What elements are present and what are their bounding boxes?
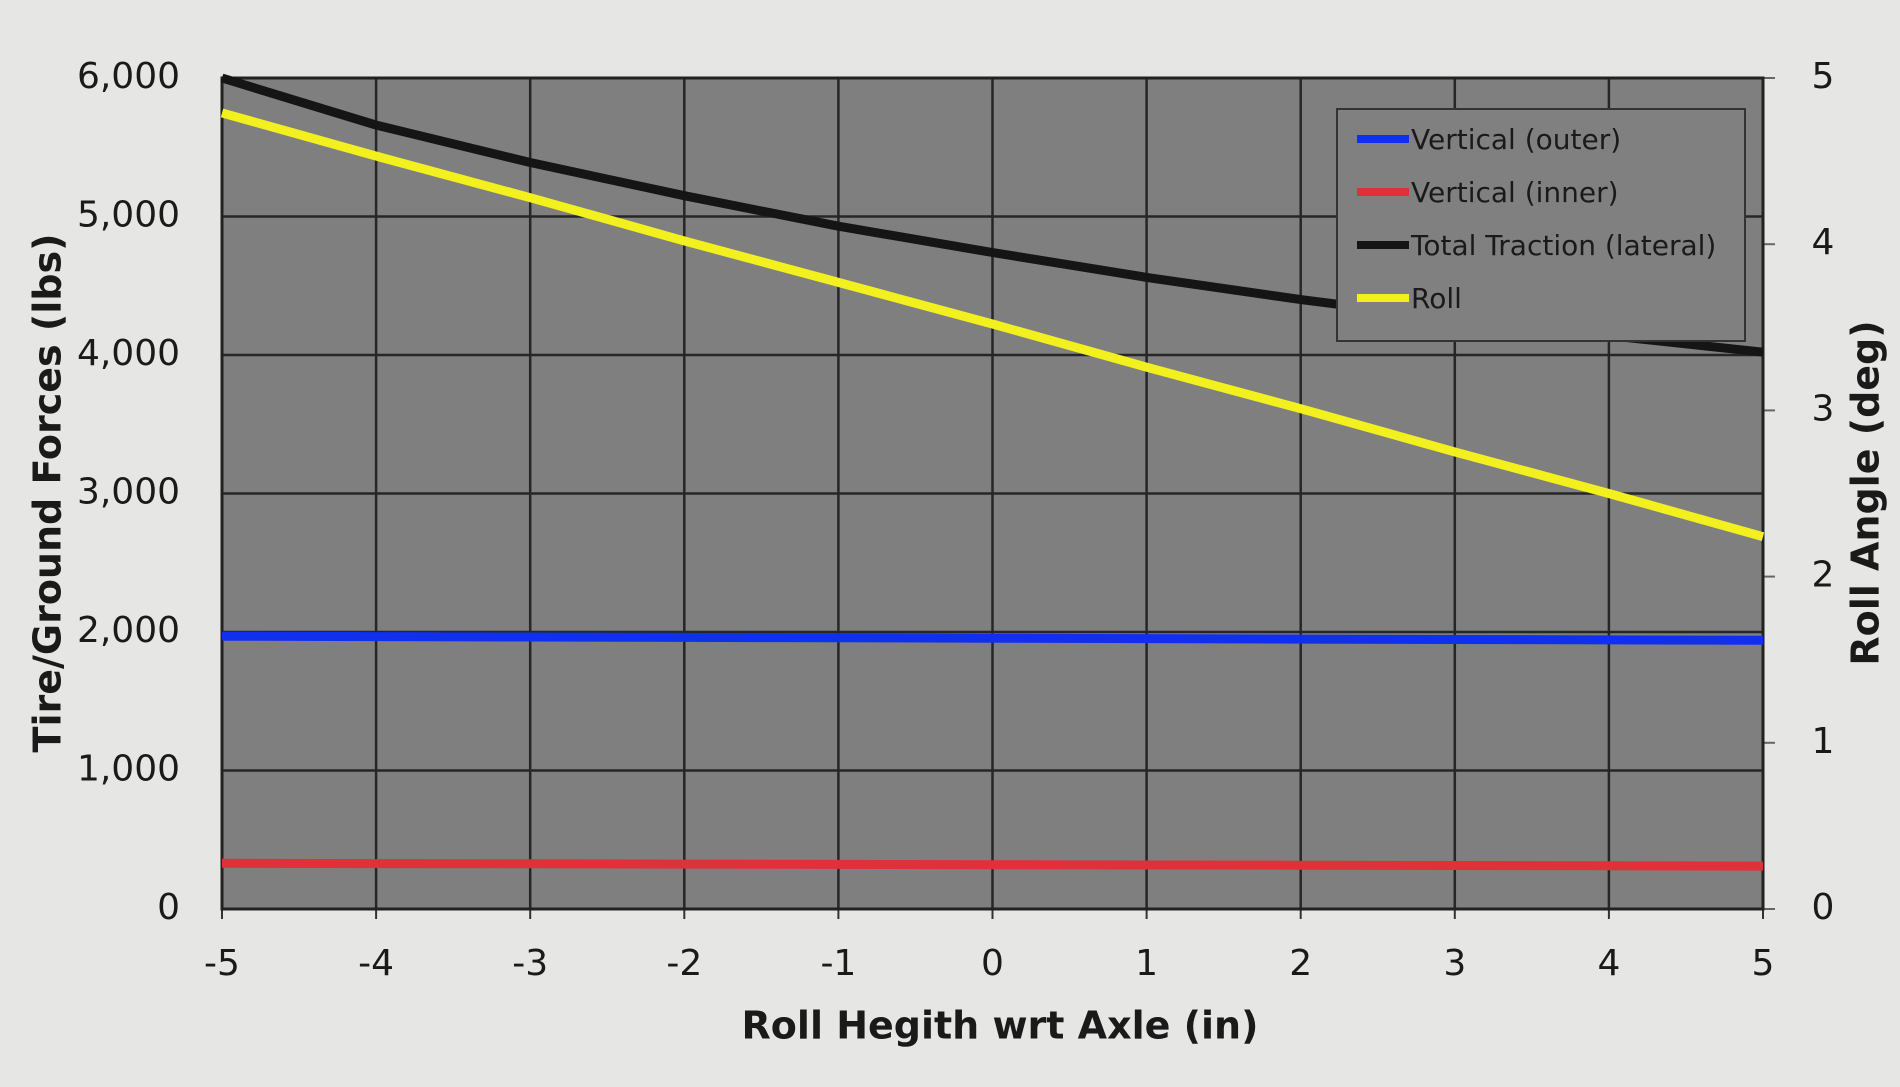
y2-tick-label: 0 — [1812, 887, 1835, 928]
x-tick-label: 2 — [1289, 943, 1312, 984]
x-tick-label: 3 — [1443, 943, 1466, 984]
y-tick-label: 4,000 — [77, 333, 180, 374]
y2-tick-label: 5 — [1812, 56, 1835, 97]
series-line — [221, 631, 1764, 645]
y2-tick-label: 4 — [1812, 222, 1835, 263]
x-tick-label: 4 — [1597, 943, 1620, 984]
series-line — [221, 858, 1764, 871]
y-tick-label: 6,000 — [77, 56, 180, 97]
y2-tick-label: 2 — [1812, 555, 1835, 596]
x-tick-label: -4 — [358, 943, 394, 984]
x-tick-label: -3 — [512, 943, 548, 984]
x-tick-label: 5 — [1752, 943, 1775, 984]
y-tick-label: 2,000 — [77, 610, 180, 651]
x-tick-label: 0 — [981, 943, 1004, 984]
y-tick-label: 3,000 — [77, 472, 180, 513]
legend-label: Vertical (outer) — [1411, 123, 1621, 156]
x-tick-label: -2 — [666, 943, 702, 984]
legend-label: Total Traction (lateral) — [1410, 229, 1716, 262]
y2-axis-title: Roll Angle (deg) — [1844, 320, 1888, 665]
plot-border — [220, 76, 1765, 911]
y-axis-title: Tire/Ground Forces (lbs) — [26, 234, 70, 753]
legend-label: Vertical (inner) — [1411, 176, 1619, 209]
series-line — [220, 108, 1765, 542]
y-tick-label: 5,000 — [77, 195, 180, 236]
y2-tick-label: 1 — [1812, 721, 1835, 762]
x-tick-label: 1 — [1135, 943, 1158, 984]
y-tick-label: 0 — [157, 887, 180, 928]
legend-box — [1336, 108, 1746, 342]
x-axis-title: Roll Hegith wrt Axle (in) — [742, 1004, 1259, 1048]
y2-tick-label: 3 — [1812, 388, 1835, 429]
y-tick-label: 1,000 — [77, 749, 180, 790]
x-tick-label: -1 — [820, 943, 856, 984]
legend-label: Roll — [1411, 282, 1462, 315]
x-tick-label: -5 — [204, 943, 240, 984]
